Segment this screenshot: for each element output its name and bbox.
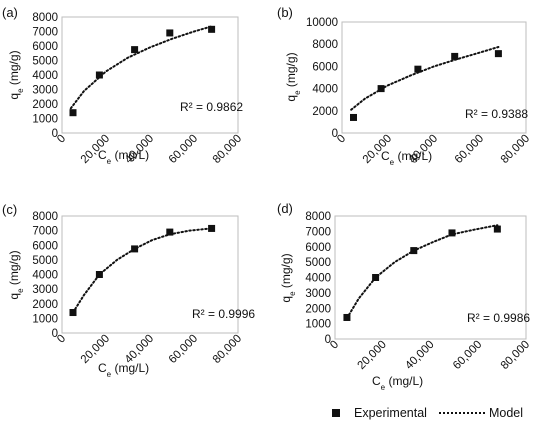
panel-a-y-tick-label: 3000 xyxy=(32,85,58,97)
panel-d-y-tick-label: 2000 xyxy=(305,303,331,315)
panel-a-y-tick-label: 6000 xyxy=(32,41,58,53)
panel-b-experimental-point xyxy=(451,52,459,60)
panel-c-experimental-point xyxy=(95,271,103,278)
panel-c-y-tick-label: 1000 xyxy=(32,313,58,325)
panel-d-y-tick-label: 0 xyxy=(325,334,331,346)
panel-a-experimental-point xyxy=(208,25,216,33)
panel-d-y-tick-label: 3000 xyxy=(305,288,331,300)
panel-d-y-tick-label: 8000 xyxy=(305,211,331,223)
panel-d-x-tick-label: 40,000 xyxy=(403,339,436,372)
panel-b-x-tick-label: 0 xyxy=(335,133,348,146)
legend-model-label: Model xyxy=(488,406,523,420)
panel-a-x-tick-label: 60,000 xyxy=(167,133,200,166)
panel-d-x-axis-title: Ce (mg/L) xyxy=(372,374,423,392)
panel-a-y-tick-label: 7000 xyxy=(32,27,58,39)
panel-c-r2-label: R² = 0.9996 xyxy=(192,307,255,321)
panel-c-model-line xyxy=(72,227,213,314)
panel-c-experimental-point xyxy=(69,309,77,317)
legend-experimental-label: Experimental xyxy=(354,406,427,420)
panel-d-model-line xyxy=(345,224,499,320)
panel-c-y-axis-title: qe (mg/g) xyxy=(7,250,25,299)
panel-b-experimental-point xyxy=(377,85,385,93)
panel-b-plot-frame xyxy=(341,21,527,134)
panel-c-experimental-point xyxy=(166,228,174,236)
panel-b-y-tick-label: 2000 xyxy=(312,106,338,118)
panel-d-r2-label: R² = 0.9986 xyxy=(467,311,530,325)
panel-b-experimental-point xyxy=(494,50,502,58)
legend: Experimental Model xyxy=(332,406,523,420)
panel-b-y-axis-title: qe (mg/g) xyxy=(284,52,302,101)
panel-c-y-tick-label: 7000 xyxy=(32,226,58,238)
panel-d-y-tick-label: 6000 xyxy=(305,242,331,254)
panel-d-x-tick-label: 80,000 xyxy=(499,339,532,372)
panel-d-experimental-point xyxy=(343,313,351,321)
panel-a-r2-label: R² = 0.9862 xyxy=(180,100,243,114)
panel-a-model-line xyxy=(69,25,213,110)
panel-a-label: (a) xyxy=(2,5,18,20)
panel-c-plot-frame xyxy=(61,215,239,334)
panel-c-y-tick-label: 5000 xyxy=(32,255,58,267)
panel-b-experimental-point xyxy=(414,65,422,73)
panel-c-experimental-point xyxy=(131,245,139,253)
panel-d-experimental-point xyxy=(410,247,418,255)
panel-a-x-tick-label: 0 xyxy=(55,133,68,146)
panel-b-y-tick-label: 10000 xyxy=(306,17,338,29)
panel-a-y-tick-label: 2000 xyxy=(32,99,58,111)
panel-c-experimental-point xyxy=(208,224,216,232)
panel-c-x-tick-label: 80,000 xyxy=(211,333,244,366)
panel-b-label: (b) xyxy=(277,5,293,20)
legend-model-line xyxy=(438,412,485,414)
panel-c-y-tick-label: 8000 xyxy=(32,211,58,223)
panel-b-y-tick-label: 8000 xyxy=(312,39,338,51)
panel-c-x-tick-label: 20,000 xyxy=(79,333,112,366)
panel-c-y-tick-label: 0 xyxy=(52,328,58,340)
panel-a-plot-frame xyxy=(61,16,239,134)
panel-a-experimental-point xyxy=(95,71,103,79)
panel-b-y-tick-label: 4000 xyxy=(312,84,338,96)
panel-a-experimental-point xyxy=(69,109,77,117)
panel-a-y-tick-label: 5000 xyxy=(32,56,58,68)
panel-d-x-tick-label: 20,000 xyxy=(356,339,389,372)
panel-c-x-axis-title: Ce (mg/L) xyxy=(98,361,149,379)
panel-b-x-axis-title: Ce (mg/L) xyxy=(381,149,432,167)
panel-d-x-tick-label: 0 xyxy=(328,339,341,352)
panel-d-y-axis-title: qe (mg/g) xyxy=(279,253,297,302)
panel-a-x-tick-label: 80,000 xyxy=(211,133,244,166)
panel-d-y-tick-label: 1000 xyxy=(305,319,331,331)
panel-d-y-tick-label: 7000 xyxy=(305,226,331,238)
panel-d-y-tick-label: 4000 xyxy=(305,273,331,285)
panel-d-experimental-point xyxy=(493,225,501,233)
panel-a-experimental-point xyxy=(166,29,174,37)
panel-b-y-tick-label: 0 xyxy=(332,128,338,140)
panel-c-y-tick-label: 2000 xyxy=(32,299,58,311)
panel-a-y-tick-label: 0 xyxy=(52,128,58,140)
panel-d-label: (d) xyxy=(277,201,293,216)
panel-d-y-tick-label: 5000 xyxy=(305,257,331,269)
panel-d-experimental-point xyxy=(372,274,380,281)
panel-d-experimental-point xyxy=(448,229,456,237)
panel-c-y-tick-label: 4000 xyxy=(32,270,58,282)
panel-c-y-tick-label: 6000 xyxy=(32,240,58,252)
panel-d-x-tick-label: 60,000 xyxy=(451,339,484,372)
panel-b-experimental-point xyxy=(350,113,357,121)
panel-a-y-tick-label: 1000 xyxy=(32,114,58,126)
panel-b-model-line xyxy=(350,46,500,111)
panel-a-x-axis-title: Ce (mg/L) xyxy=(98,148,149,166)
panel-c-x-tick-label: 60,000 xyxy=(167,333,200,366)
panel-c-x-tick-label: 0 xyxy=(55,333,68,346)
panel-a-y-tick-label: 4000 xyxy=(32,70,58,82)
panel-c-y-tick-label: 3000 xyxy=(32,284,58,296)
panel-b-x-tick-label: 60,000 xyxy=(453,133,486,166)
panel-c-label: (c) xyxy=(2,202,17,217)
panel-b-y-tick-label: 6000 xyxy=(312,61,338,73)
panel-b-x-tick-label: 80,000 xyxy=(499,133,532,166)
panel-b-r2-label: R² = 0.9388 xyxy=(465,107,528,121)
legend-experimental-marker xyxy=(332,409,340,417)
panel-a-experimental-point xyxy=(131,46,139,54)
panel-d-plot-frame xyxy=(334,215,527,340)
panel-a-y-tick-label: 8000 xyxy=(32,12,58,24)
panel-a-y-axis-title: qe (mg/g) xyxy=(7,50,25,99)
